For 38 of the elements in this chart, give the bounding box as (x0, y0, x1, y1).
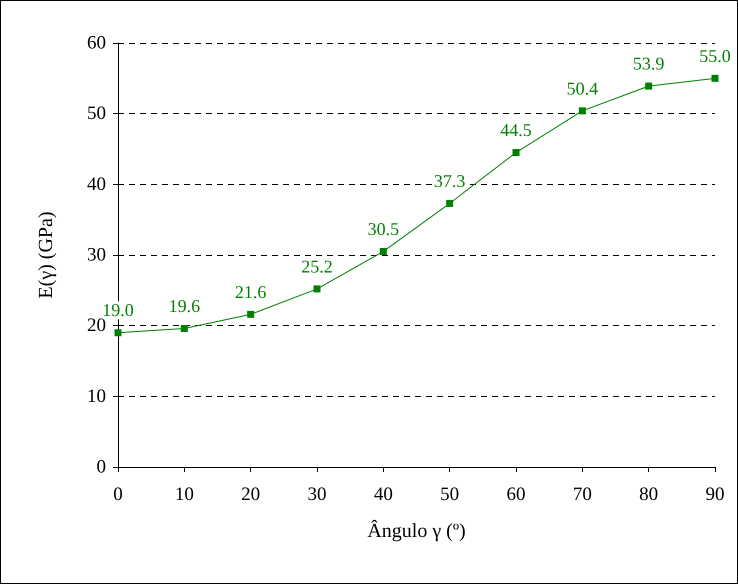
x-tick-label: 20 (241, 484, 260, 505)
point (180, 324, 188, 332)
y-tick-label: 0 (96, 456, 106, 478)
y-tick-label: 10 (87, 386, 106, 407)
point (712, 74, 718, 82)
data-label: 21.6 (234, 282, 266, 302)
point (578, 107, 586, 114)
point (114, 329, 122, 336)
x-axis-title: Ângulo γ (º) (367, 519, 466, 542)
x-tick-label: 70 (572, 484, 592, 505)
point (314, 285, 320, 292)
data-label: 19.0 (102, 300, 134, 320)
y-tick-label: 30 (87, 244, 106, 266)
point (645, 82, 652, 90)
x-tick-label: 0 (113, 484, 123, 505)
y-tick-label: 60 (87, 32, 106, 54)
data-label: 44.5 (500, 120, 532, 140)
data-label: 37.3 (434, 170, 466, 191)
x-tick-label: 10 (174, 484, 194, 505)
data-label: 50.4 (566, 78, 598, 98)
x-tick-label: 50 (440, 484, 460, 505)
y-axis-title: E(γ) (GPa) (35, 211, 57, 299)
y-tick-label: 50 (87, 103, 106, 124)
point (512, 149, 520, 156)
point (380, 248, 387, 255)
x-tick-label: 30 (308, 484, 326, 505)
x-tick-label: 60 (506, 484, 526, 505)
x-tick-label: 40 (374, 484, 393, 505)
y-tick-label: 40 (87, 174, 106, 195)
data-label: 30.5 (368, 218, 400, 239)
x-tick-label: 80 (639, 484, 658, 505)
data-label: 25.2 (301, 256, 333, 276)
data-label: 53.9 (632, 54, 664, 74)
data-label: 55.0 (699, 46, 731, 66)
x-tick-label: 90 (706, 484, 724, 505)
point (446, 200, 454, 207)
data-label: 19.6 (168, 296, 200, 316)
point (247, 310, 254, 318)
